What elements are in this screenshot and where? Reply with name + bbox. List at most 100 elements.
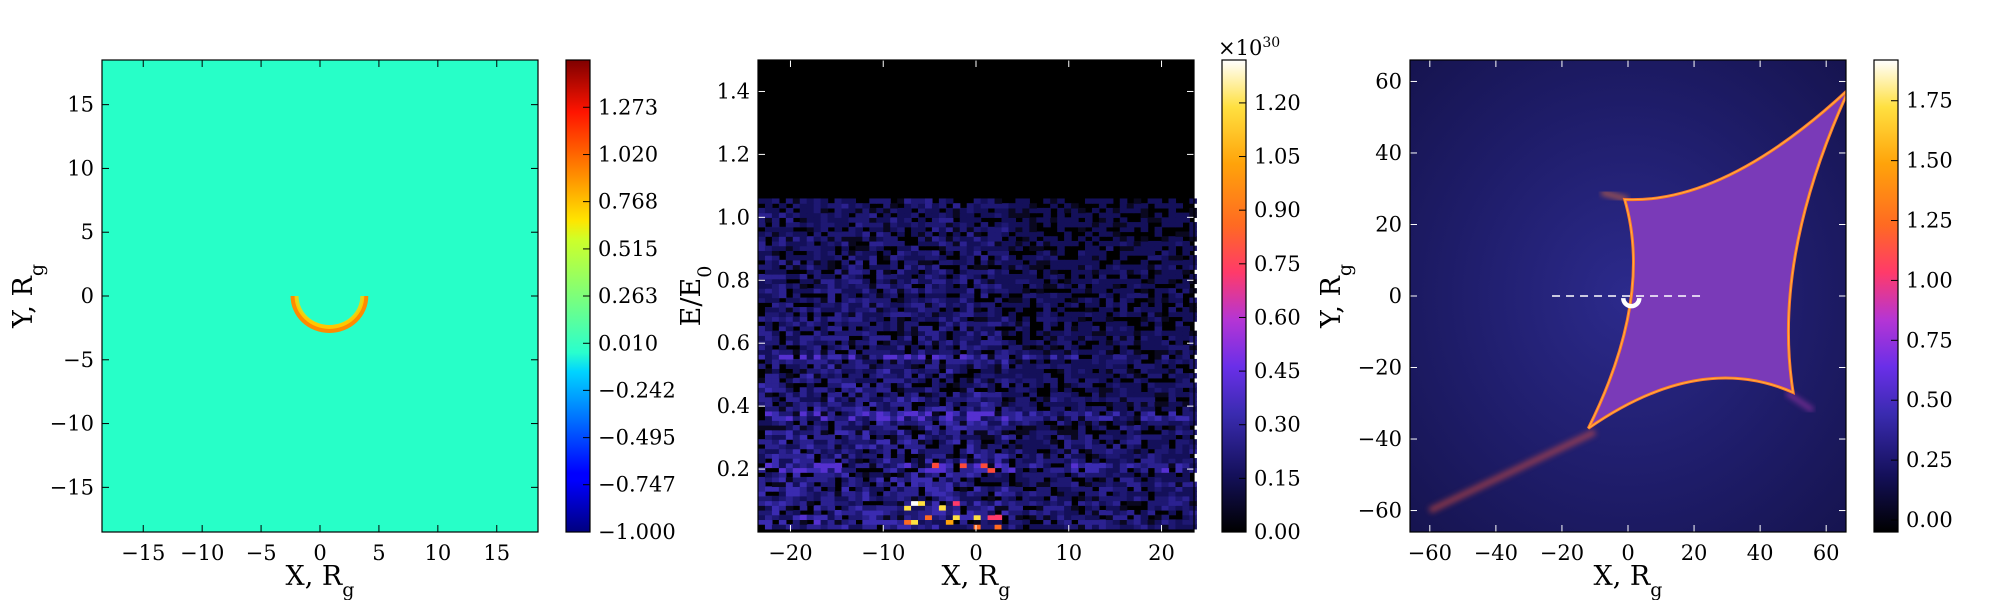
spectrum-bin: [959, 519, 968, 525]
spectrum-bin: [994, 236, 1003, 242]
spectrum-bin: [1175, 443, 1184, 450]
spectrum-bin: [1098, 217, 1107, 223]
spectrum-bin: [792, 292, 801, 299]
spectrum-bin: [1140, 283, 1149, 289]
spectrum-bin: [841, 453, 850, 459]
spectrum-bin: [966, 330, 975, 336]
spectrum-bin: [1154, 231, 1163, 237]
spectrum-bin: [1022, 217, 1030, 223]
spectrum-bin: [890, 439, 898, 445]
spectrum-bin: [897, 467, 905, 473]
spectrum-bin: [869, 363, 877, 369]
spectrum-bin: [1126, 264, 1135, 270]
spectrum-bin: [841, 264, 850, 270]
spectrum-bin: [1008, 443, 1017, 450]
x-axis-label: X, Rg: [942, 561, 1011, 600]
colorbar-tick-label: −0.242: [598, 378, 676, 402]
spectrum-bin: [924, 255, 933, 261]
spectrum-bin: [952, 391, 961, 398]
spectrum-bin: [987, 311, 996, 318]
spectrum-bin: [813, 514, 822, 521]
spectrum-bin: [1098, 396, 1107, 403]
spectrum-bin: [1133, 382, 1142, 388]
spectrum-bin: [876, 240, 884, 247]
spectrum-bin: [959, 486, 968, 492]
spectrum-bin: [1085, 448, 1093, 454]
spectrum-bin: [911, 292, 919, 299]
spectrum-bin: [834, 396, 843, 403]
spectrum-bin: [1036, 425, 1044, 431]
spectrum-bin: [1189, 519, 1197, 525]
spectrum-bin: [1189, 514, 1197, 521]
spectrum-bin: [855, 500, 863, 506]
spectrum-bin: [758, 401, 766, 407]
spectrum-bin: [1105, 245, 1114, 251]
spectrum-bin: [1105, 439, 1114, 445]
spectrum-bin: [994, 316, 1003, 322]
spectrum-bin: [1091, 458, 1100, 464]
spectrum-bin: [1050, 439, 1058, 445]
spectrum-bin: [973, 453, 982, 459]
spectrum-bin: [764, 373, 773, 379]
spectrum-bin: [1126, 368, 1135, 374]
spectrum-bin: [869, 288, 877, 294]
spectrum-bin: [827, 335, 836, 341]
spectrum-bin: [1182, 269, 1190, 275]
spectrum-bin: [827, 509, 836, 516]
spectrum-bin: [966, 354, 975, 360]
spectrum-bin: [1071, 288, 1079, 294]
spectrum-bin: [834, 198, 843, 204]
spectrum-bin: [869, 472, 877, 478]
spectrum-bin: [799, 325, 808, 332]
spectrum-bin: [827, 264, 836, 270]
spectrum-bin: [834, 420, 843, 426]
spectrum-bin: [1022, 255, 1030, 261]
spectrum-bin: [848, 524, 857, 530]
spectrum-bin: [1043, 240, 1051, 247]
spectrum-bin: [1119, 269, 1128, 275]
spectrum-bin: [1154, 363, 1163, 369]
spectrum-bin: [785, 481, 794, 487]
spectrum-bin: [1161, 236, 1170, 242]
spectrum-bin: [1071, 505, 1079, 511]
spectrum-bin: [1036, 302, 1044, 308]
spectrum-bin: [1189, 335, 1197, 341]
spectrum-bin: [1001, 505, 1010, 511]
spectrum-bin: [855, 344, 863, 351]
spectrum-bin: [980, 236, 989, 242]
spectrum-bin: [1147, 439, 1156, 445]
spectrum-bin: [1119, 278, 1128, 285]
spectrum-bin: [1022, 363, 1030, 369]
spectrum-bin: [813, 231, 822, 237]
spectrum-bin: [848, 467, 857, 473]
spectrum-bin: [980, 363, 989, 369]
spectrum-bin: [1147, 316, 1156, 322]
x-tick-label: 10: [1055, 541, 1082, 565]
spectrum-bin: [855, 231, 863, 237]
spectrum-bin: [1057, 410, 1065, 417]
spectrum-bin: [1091, 358, 1100, 365]
spectrum-bin: [938, 458, 947, 464]
spectrum-bin: [778, 349, 787, 355]
spectrum-bin: [758, 231, 766, 237]
spectrum-bin: [1008, 278, 1017, 285]
spectrum-bin: [1168, 486, 1177, 492]
spectrum-bin: [1105, 307, 1114, 313]
spectrum-bin: [904, 273, 912, 280]
spectrum-bin: [841, 212, 850, 218]
spectrum-bin: [1071, 311, 1079, 318]
spectrum-bin: [855, 448, 863, 454]
spectrum-bin: [1022, 476, 1030, 483]
spectrum-bin: [834, 406, 843, 412]
colorbar: [1221, 59, 1247, 533]
spectrum-bin: [1126, 358, 1135, 365]
spectrum-bin: [1126, 245, 1135, 251]
spectrum-bin: [1182, 425, 1190, 431]
spectrum-bin: [841, 278, 850, 285]
spectrum-bin: [1119, 406, 1128, 412]
spectrum-bin: [1161, 278, 1170, 285]
spectrum-bin: [973, 203, 982, 209]
spectrum-bin: [1175, 344, 1184, 351]
spectrum-bin: [778, 519, 787, 525]
spectrum-bin: [952, 222, 961, 228]
